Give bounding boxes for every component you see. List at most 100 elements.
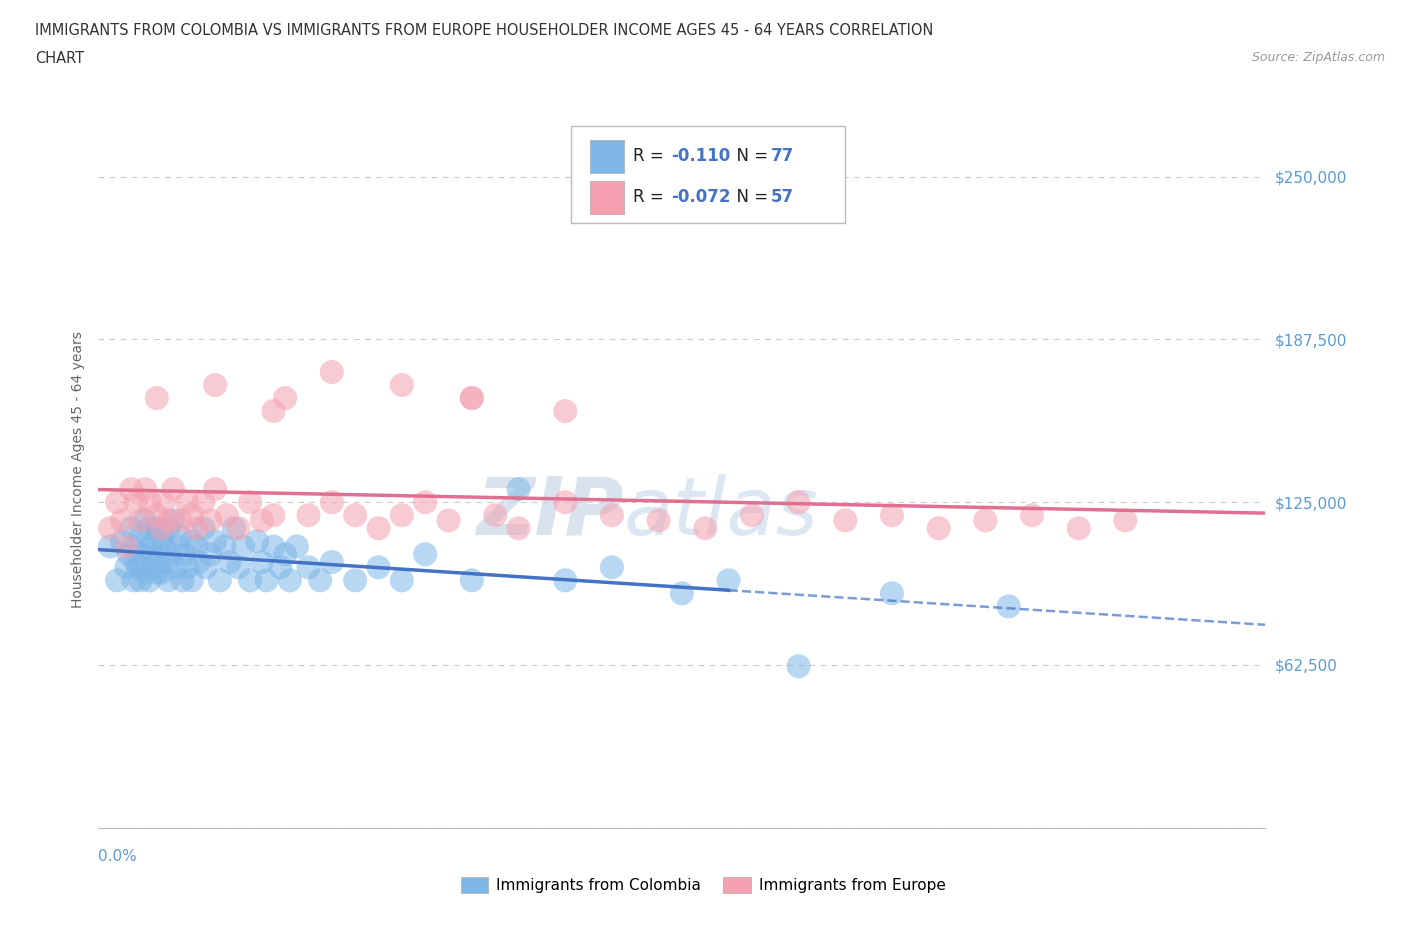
Point (159, 547, 181, 562)
Point (974, 513, 997, 528)
Point (554, 495, 576, 510)
Point (129, 573, 152, 588)
Point (218, 554, 240, 569)
Point (741, 508, 763, 523)
Point (146, 565, 169, 580)
Point (461, 573, 484, 588)
Text: 77: 77 (770, 147, 794, 166)
Point (148, 547, 170, 562)
Point (111, 534, 134, 549)
Point (150, 528, 173, 543)
Point (297, 508, 319, 523)
Point (695, 521, 717, 536)
Point (508, 482, 530, 497)
Point (391, 573, 413, 588)
Point (321, 495, 343, 510)
Point (118, 547, 141, 562)
Point (297, 560, 319, 575)
Point (1067, 521, 1090, 536)
Point (172, 573, 194, 588)
Point (228, 521, 250, 536)
Point (176, 560, 198, 575)
Point (262, 404, 284, 418)
Point (600, 560, 623, 575)
Point (508, 521, 530, 536)
Point (187, 554, 209, 569)
Point (321, 365, 343, 379)
Point (437, 513, 460, 528)
Text: -0.072: -0.072 (672, 188, 731, 206)
Text: atlas: atlas (624, 473, 818, 551)
Point (111, 513, 134, 528)
Point (122, 539, 145, 554)
Point (141, 547, 163, 562)
Text: IMMIGRANTS FROM COLOMBIA VS IMMIGRANTS FROM EUROPE HOUSEHOLDER INCOME AGES 45 - : IMMIGRANTS FROM COLOMBIA VS IMMIGRANTS F… (35, 23, 934, 38)
Point (186, 539, 208, 554)
Point (193, 495, 215, 510)
Point (321, 554, 343, 569)
Point (150, 565, 173, 580)
Point (193, 521, 215, 536)
Point (120, 521, 142, 536)
Point (215, 508, 238, 523)
Point (152, 539, 174, 554)
Point (155, 554, 177, 569)
Point (1114, 513, 1136, 528)
Point (262, 508, 284, 523)
Point (129, 513, 152, 528)
Point (139, 495, 162, 510)
Point (246, 534, 269, 549)
Point (169, 528, 191, 543)
Text: N =: N = (727, 188, 773, 206)
Point (309, 573, 332, 588)
Point (647, 513, 669, 528)
FancyBboxPatch shape (589, 140, 624, 173)
Point (143, 534, 166, 549)
Point (180, 534, 202, 549)
Point (344, 508, 367, 523)
Text: ZIP: ZIP (477, 473, 624, 551)
Text: CHART: CHART (35, 51, 84, 66)
Point (162, 482, 184, 497)
Point (157, 573, 180, 588)
Point (146, 391, 169, 405)
Point (256, 573, 278, 588)
Point (162, 513, 184, 528)
Point (269, 560, 291, 575)
Point (122, 573, 145, 588)
Point (214, 539, 236, 554)
Point (115, 539, 138, 554)
Point (186, 521, 208, 536)
Point (787, 495, 810, 510)
Y-axis label: Householder Income Ages 45 - 64 years: Householder Income Ages 45 - 64 years (70, 331, 84, 608)
Point (194, 560, 217, 575)
Point (239, 573, 262, 588)
Point (208, 573, 231, 588)
Point (239, 495, 262, 510)
Point (139, 573, 162, 588)
Point (132, 547, 155, 562)
Text: -0.110: -0.110 (672, 147, 731, 166)
Point (600, 508, 623, 523)
Point (200, 513, 222, 528)
Point (176, 495, 198, 510)
Point (834, 513, 856, 528)
Point (134, 513, 156, 528)
Point (274, 547, 297, 562)
Point (671, 586, 693, 601)
Point (127, 560, 149, 575)
Point (787, 658, 810, 673)
Point (413, 547, 436, 562)
Point (232, 539, 254, 554)
Point (285, 539, 308, 554)
FancyBboxPatch shape (571, 126, 845, 222)
Point (136, 539, 159, 554)
Point (169, 513, 191, 528)
Point (120, 482, 142, 497)
Text: 0.0%: 0.0% (98, 849, 138, 864)
Point (146, 521, 169, 536)
Point (157, 521, 180, 536)
Point (344, 573, 367, 588)
Point (367, 521, 389, 536)
Point (146, 508, 169, 523)
